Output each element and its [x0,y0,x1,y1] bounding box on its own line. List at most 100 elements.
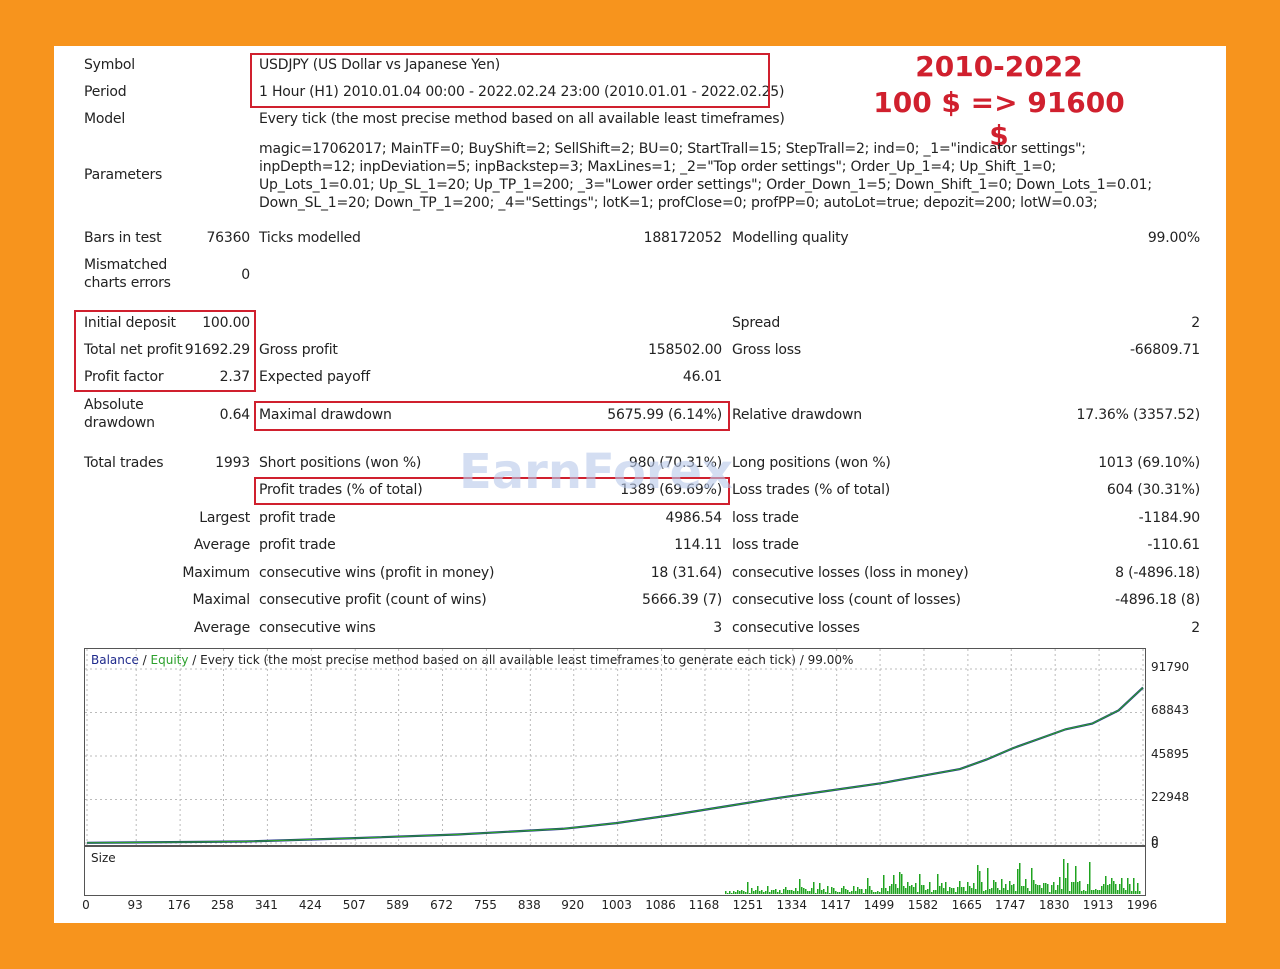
value-maximal-cons-loss: -4896.18 (8) [1115,592,1200,608]
size-bar [1027,888,1029,894]
size-bar [1097,890,1099,894]
size-bar [787,890,789,894]
label-largest-loss-trade: loss trade [732,510,799,526]
size-bar [755,890,757,894]
size-bar [751,888,753,894]
label-maximal: Maximal [192,592,250,608]
label-modelling-quality: Modelling quality [732,230,849,246]
size-bar [795,888,797,894]
size-bar [823,889,825,894]
size-bar [857,887,859,894]
x-tick-label: 1665 [951,898,983,912]
value-symbol: USDJPY (US Dollar vs Japanese Yen) [259,57,501,73]
size-bar [983,891,985,894]
size-bar [927,889,929,894]
size-bar [981,882,983,894]
size-bar [901,874,903,894]
size-bar [1123,888,1125,894]
size-bar [975,889,977,894]
label-profit-trades: Profit trades (% of total) [259,482,423,498]
size-bar [799,879,801,894]
size-bar [1113,881,1115,894]
value-bars-in-test: 76360 [206,230,250,246]
size-bar [919,874,921,894]
size-bar [1025,879,1027,894]
size-bar [925,890,927,894]
value-total-net-profit: 91692.29 [184,342,250,358]
size-bar [785,887,787,894]
label-mismatched-1: Mismatched [84,257,168,273]
highlight-maximal-drawdown [254,401,730,431]
size-bar [807,891,809,894]
size-bar [887,891,889,894]
size-bar [829,893,831,894]
size-bar [845,889,847,894]
size-bar [1009,881,1011,894]
value-absolute-drawdown: 0.64 [219,407,251,423]
size-bar [997,888,999,894]
value-profit-factor: 2.37 [219,369,251,385]
x-tick-label: 1086 [645,898,676,912]
size-bar [1063,859,1065,894]
size-bar [809,891,811,894]
size-bar [907,882,909,894]
label-loss-trades: Loss trades (% of total) [732,482,891,498]
size-bar [825,892,827,894]
size-bar [765,891,767,894]
size-bar [955,892,957,894]
size-bar [1047,884,1049,894]
size-bar [1061,889,1063,894]
value-avg-cons-wins: 3 [713,620,722,636]
size-bar [995,882,997,894]
size-bar [729,891,731,894]
value-period: 1 Hour (H1) 2010.01.04 00:00 - 2022.02.2… [259,84,785,100]
size-bar [1019,863,1021,894]
x-tick-label: 93 [127,898,143,912]
size-bar [1045,883,1047,894]
size-bar [1093,890,1095,894]
x-tick-label: 1996 [1126,898,1158,912]
size-bar [783,889,785,894]
size-bar [1001,879,1003,894]
size-bar [993,880,995,894]
highlight-deposit-profit [74,310,256,392]
size-bar [1069,891,1071,894]
size-bar [1017,869,1019,894]
value-long-positions: 1013 (69.10%) [1098,455,1200,471]
size-bar [1127,878,1129,894]
size-bar [1015,891,1017,894]
size-plot [725,859,1141,894]
size-bar [953,888,955,894]
value-short-positions: 980 (70.31%) [628,455,722,471]
size-bar [973,883,975,894]
size-bar [833,888,835,894]
x-tick-label: 258 [211,898,234,912]
size-bar [769,892,771,894]
highlight-profit-trades [254,477,730,505]
size-bar [851,891,853,894]
size-bar [813,882,815,894]
size-bar [875,892,877,894]
y-tick-label: 22948 [1151,790,1190,805]
label-initial-deposit: Initial deposit [84,315,176,331]
size-bar [1041,888,1043,894]
value-ticks-modelled: 188172052 [643,230,723,246]
size-bar [1035,884,1037,894]
label-largest: Largest [199,510,250,526]
size-bar [739,891,741,894]
size-bar [1055,890,1057,894]
size-bar [1021,886,1023,894]
value-gross-loss: -66809.71 [1129,342,1200,358]
size-bar [909,886,911,894]
size-bar [999,890,1001,894]
size-bar [1051,885,1053,894]
size-bar [1029,891,1031,894]
balance-chart: Balance / Equity / Every tick (the most … [84,648,1146,846]
value-avg-cons-losses: 2 [1191,620,1200,636]
headline-growth: 100 $ => 91600 $ [873,86,1125,152]
size-bar [913,887,915,894]
size-bar [937,874,939,894]
size-bar [1139,891,1141,894]
size-bar [837,892,839,894]
x-tick-label: 1251 [732,898,764,912]
